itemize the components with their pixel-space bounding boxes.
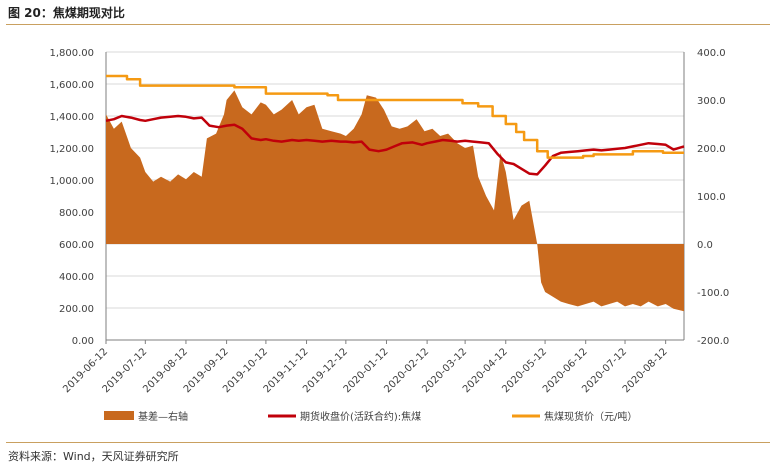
left-axis-tick-label: 1,800.00 [49, 48, 94, 59]
series-basis-area [106, 90, 684, 312]
right-axis-tick-label: -100.0 [697, 288, 729, 299]
left-axis-tick-label: 0.00 [72, 336, 94, 347]
legend-item-futures-label: 期货收盘价(活跃合约):焦煤 [300, 410, 421, 423]
left-axis-tick-label: 600.00 [59, 240, 94, 251]
figure-title: 图 20：焦煤期现对比 [8, 6, 125, 20]
legend-item-basis-swatch [104, 411, 134, 420]
series-spot-line [106, 74, 684, 159]
right-axis-tick-label: -200.0 [697, 336, 729, 347]
legend-item-spot-label: 焦煤现货价（元/吨） [544, 410, 637, 423]
left-axis-tick-label: 1,200.00 [49, 144, 94, 155]
right-axis-tick-label: 200.0 [697, 144, 726, 155]
chart: 0.00 200.00 400.00 600.00 800.00 1,000.00 1,20… [49, 48, 729, 423]
series-futures-line [105, 114, 685, 176]
left-axis-tick-label: 1,000.00 [49, 176, 94, 187]
right-axis-tick-label: 300.0 [697, 96, 726, 107]
top-rule [6, 24, 770, 25]
right-axis-tick-label: 100.0 [697, 192, 726, 203]
source-note: 资料来源：Wind，天风证券研究所 [8, 450, 179, 463]
left-axis-tick-label: 200.00 [59, 304, 94, 315]
left-axis-tick-label: 1,600.00 [49, 80, 94, 91]
right-axis-tick-label: 400.0 [697, 48, 726, 59]
right-axis-tick-label: 0.0 [697, 240, 713, 251]
left-axis-tick-label: 800.00 [59, 208, 94, 219]
bottom-rule [6, 442, 770, 443]
legend-item-basis-label: 基差—右轴 [138, 410, 188, 423]
left-axis-tick-label: 1,400.00 [49, 112, 94, 123]
left-axis-tick-label: 400.00 [59, 272, 94, 283]
